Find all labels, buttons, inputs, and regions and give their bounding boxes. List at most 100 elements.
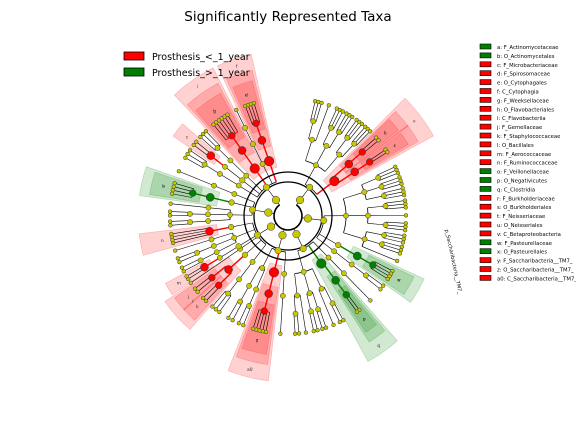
tree-node (308, 308, 314, 315)
tree-node (328, 125, 334, 131)
tree-node (176, 169, 181, 174)
tree-node (222, 163, 228, 170)
branch-spoke (366, 273, 384, 286)
taxa-label-t: t: F_Neisseriaceae (497, 214, 545, 220)
branch-spoke (322, 127, 332, 145)
branch-spoke (265, 312, 270, 332)
node-g (228, 132, 236, 140)
branch-spoke (305, 164, 317, 185)
tree-node (378, 287, 383, 292)
tree-node (381, 192, 387, 199)
tree-node (400, 240, 406, 245)
branch-spoke (366, 195, 384, 200)
branch-spoke (224, 116, 236, 134)
clade-shade-e (226, 69, 272, 151)
tree-node (367, 129, 373, 134)
tree-node (167, 219, 173, 224)
tree-node (236, 321, 241, 326)
branch-spoke (329, 132, 340, 148)
taxa-swatch-r (479, 195, 492, 201)
branch-spoke (172, 231, 210, 241)
taxa-swatch-l (479, 141, 492, 148)
branch-spoke (336, 137, 348, 153)
tree-node (340, 109, 345, 114)
tree-node (278, 331, 283, 336)
branch-spoke (312, 292, 319, 310)
branch-spoke (336, 113, 347, 132)
branch-spoke (252, 143, 263, 165)
tree-node (394, 258, 400, 264)
clade-letter-j: j (187, 294, 189, 300)
taxa-swatch-a (479, 43, 492, 50)
tree-node (292, 331, 298, 336)
tree-node (337, 319, 342, 325)
branch-spoke (380, 177, 400, 185)
branch-spoke (178, 170, 215, 186)
branch-spoke (211, 232, 233, 240)
branch-spoke (382, 241, 402, 248)
taxa-swatch-d (479, 70, 492, 76)
branch-spoke (385, 207, 406, 210)
branch-spoke (282, 273, 285, 296)
branch-spoke (346, 121, 360, 139)
tree-node (211, 182, 217, 189)
tree-node (402, 233, 407, 238)
branch-spoke (242, 306, 252, 326)
node-l (224, 265, 233, 274)
branch-arc (316, 215, 325, 239)
tree-node (299, 245, 307, 253)
tree-node (195, 289, 200, 295)
branch-spoke (319, 308, 327, 328)
branch-spoke (219, 295, 232, 313)
tree-node (354, 309, 360, 314)
branch-spoke (316, 237, 335, 252)
clade-letter-e: e (245, 93, 248, 98)
tree-node (376, 138, 381, 143)
branch-spoke (246, 175, 263, 192)
clade-letter-n: n (161, 239, 164, 244)
branch-spoke (234, 193, 255, 203)
tree-node (320, 216, 328, 224)
tree-node (253, 286, 260, 293)
clade-shade-l (164, 256, 242, 330)
clade-letter-p: p (363, 317, 366, 322)
branch-spoke (200, 251, 217, 261)
branch-spoke (303, 271, 310, 294)
tree-node (243, 172, 250, 179)
branch-spoke (238, 304, 248, 324)
node-e (257, 136, 267, 145)
branch-spoke (312, 268, 322, 289)
taxa-label-p: p: O_Negativicutes (497, 179, 547, 185)
branch-spoke (205, 131, 221, 146)
tree-node (249, 206, 257, 214)
taxa-label-u: u: O_Neisseriales (497, 223, 543, 229)
clade-letter-c: c (186, 136, 189, 141)
tree-node (175, 256, 181, 261)
branch-spoke (227, 114, 239, 133)
branch-spoke (309, 311, 315, 332)
branch-spoke (171, 229, 210, 238)
node-h (237, 146, 247, 155)
node-v (329, 176, 340, 187)
branch-spoke (361, 177, 379, 186)
branch-spoke (173, 186, 194, 192)
tree-node (242, 125, 248, 131)
clade-letter-f: f (236, 64, 238, 70)
branch-spoke (190, 220, 209, 223)
branch-spoke (170, 211, 191, 213)
branch-spoke (324, 154, 340, 172)
taxa-swatch-f (479, 88, 492, 94)
tree-node (397, 251, 403, 256)
tree-node (171, 184, 176, 189)
branch-spoke (330, 109, 341, 129)
tree-node (231, 191, 238, 197)
tree-node (341, 318, 346, 323)
branch-spoke (364, 186, 382, 193)
tree-node (401, 189, 406, 194)
branch-spoke (232, 302, 243, 321)
tree-node (295, 195, 305, 205)
taxa-label-o: o: F_Veillonellaceae (497, 170, 549, 176)
tree-node (237, 298, 244, 305)
branch-spoke (248, 289, 257, 307)
taxa-swatch-u (479, 221, 492, 228)
